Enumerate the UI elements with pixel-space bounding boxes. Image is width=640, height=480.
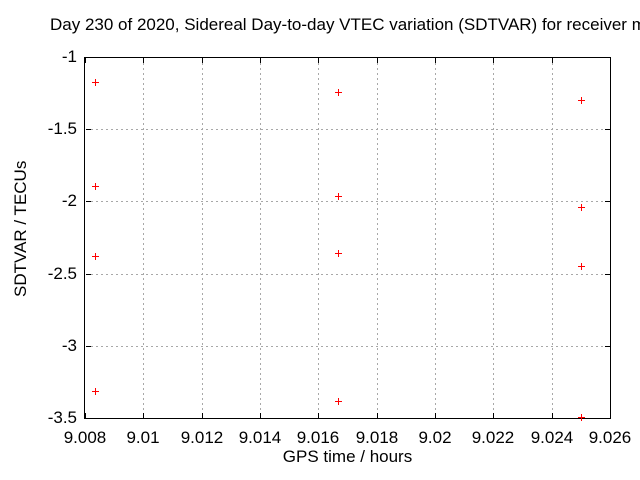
y-tick-label: -2.5 xyxy=(47,264,77,283)
x-axis-label: GPS time / hours xyxy=(282,447,413,466)
x-tick-mark-bottom xyxy=(493,413,494,418)
x-tick-label: 9.024 xyxy=(530,428,574,447)
x-tick-label: 9.014 xyxy=(238,428,282,447)
x-tick-mark-bottom xyxy=(318,413,319,418)
x-tick-mark-bottom xyxy=(260,413,261,418)
y-tick-mark-right xyxy=(605,418,610,419)
data-point-marker xyxy=(92,253,99,260)
y-tick-label: -1 xyxy=(61,47,77,66)
x-tick-mark-top xyxy=(493,58,494,63)
x-tick-label: 9.02 xyxy=(418,428,452,447)
x-tick-mark-top xyxy=(435,58,436,63)
data-point-marker xyxy=(335,193,342,200)
y-tick-mark-right xyxy=(605,201,610,202)
grid-line-horizontal xyxy=(86,346,610,347)
x-tick-mark-top xyxy=(318,58,319,63)
y-tick-mark-right xyxy=(605,57,610,58)
plus-marker-vertical-arm xyxy=(581,263,582,270)
grid-line-vertical xyxy=(493,58,494,418)
x-tick-mark-bottom xyxy=(552,413,553,418)
x-tick-label: 9.008 xyxy=(63,428,107,447)
y-tick-mark-right xyxy=(605,129,610,130)
grid-line-vertical xyxy=(260,58,261,418)
y-tick-label: -1.5 xyxy=(47,119,77,138)
x-tick-mark-top xyxy=(552,58,553,63)
y-tick-mark-left xyxy=(86,274,91,275)
plus-marker-vertical-arm xyxy=(581,204,582,211)
data-point-marker xyxy=(335,250,342,257)
grid-line-vertical xyxy=(318,58,319,418)
chart-title: Day 230 of 2020, Sidereal Day-to-day VTE… xyxy=(50,15,640,34)
x-tick-mark-top xyxy=(377,58,378,63)
plus-marker-vertical-arm xyxy=(95,253,96,260)
x-tick-mark-bottom xyxy=(85,413,86,418)
data-point-marker xyxy=(578,97,585,104)
plus-marker-vertical-arm xyxy=(338,89,339,96)
plus-marker-vertical-arm xyxy=(581,414,582,421)
data-point-marker xyxy=(578,414,585,421)
y-tick-mark-right xyxy=(605,274,610,275)
x-tick-label: 9.016 xyxy=(296,428,340,447)
data-point-marker xyxy=(92,388,99,395)
y-tick-label: -3.5 xyxy=(47,408,77,427)
data-point-marker xyxy=(92,183,99,190)
plus-marker-vertical-arm xyxy=(338,250,339,257)
x-tick-mark-top xyxy=(143,58,144,63)
plus-marker-vertical-arm xyxy=(581,97,582,104)
x-tick-label: 9.01 xyxy=(126,428,160,447)
x-tick-label: 9.018 xyxy=(355,428,399,447)
x-tick-mark-top xyxy=(202,58,203,63)
plus-marker-vertical-arm xyxy=(95,79,96,86)
grid-line-vertical xyxy=(552,58,553,418)
y-tick-mark-right xyxy=(605,346,610,347)
y-tick-mark-left xyxy=(86,418,91,419)
x-tick-mark-top xyxy=(610,58,611,63)
x-tick-mark-bottom xyxy=(610,413,611,418)
plus-marker-vertical-arm xyxy=(338,193,339,200)
plus-marker-vertical-arm xyxy=(95,183,96,190)
grid-line-vertical xyxy=(143,58,144,418)
plus-marker-vertical-arm xyxy=(338,398,339,405)
x-tick-mark-bottom xyxy=(435,413,436,418)
data-point-marker xyxy=(92,79,99,86)
grid-line-horizontal xyxy=(86,274,610,275)
x-tick-mark-top xyxy=(85,58,86,63)
y-tick-label: -3 xyxy=(61,336,77,355)
x-tick-label: 9.022 xyxy=(471,428,515,447)
grid-line-horizontal xyxy=(86,201,610,202)
grid-line-vertical xyxy=(377,58,378,418)
x-tick-mark-bottom xyxy=(377,413,378,418)
grid-line-horizontal xyxy=(86,129,610,130)
x-tick-label: 9.026 xyxy=(588,428,632,447)
y-tick-mark-left xyxy=(86,57,91,58)
x-tick-mark-bottom xyxy=(143,413,144,418)
plus-marker-vertical-arm xyxy=(95,388,96,395)
x-tick-label: 9.012 xyxy=(180,428,224,447)
data-point-marker xyxy=(335,398,342,405)
plot-area xyxy=(84,57,611,419)
data-point-marker xyxy=(578,263,585,270)
x-tick-mark-top xyxy=(260,58,261,63)
y-tick-mark-left xyxy=(86,129,91,130)
y-tick-mark-left xyxy=(86,201,91,202)
data-point-marker xyxy=(335,89,342,96)
y-tick-mark-left xyxy=(86,346,91,347)
data-point-marker xyxy=(578,204,585,211)
x-tick-mark-bottom xyxy=(202,413,203,418)
grid-line-vertical xyxy=(202,58,203,418)
grid-line-vertical xyxy=(435,58,436,418)
y-tick-label: -2 xyxy=(61,191,77,210)
